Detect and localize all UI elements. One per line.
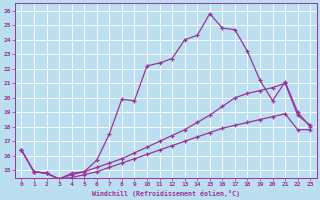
X-axis label: Windchill (Refroidissement éolien,°C): Windchill (Refroidissement éolien,°C): [92, 190, 240, 197]
